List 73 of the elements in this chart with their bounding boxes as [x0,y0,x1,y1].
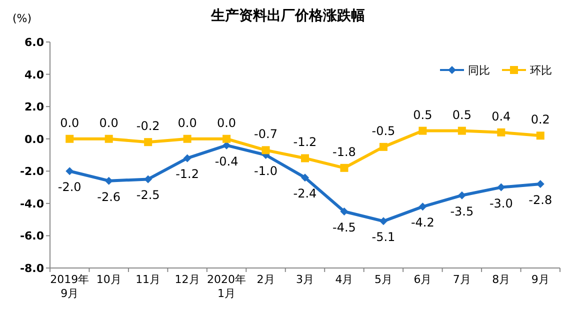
legend-label: 同比 [468,64,490,77]
data-label: -0.7 [254,127,278,142]
x-tick-label: 2019年 9月 [50,273,90,300]
data-label: -0.2 [136,119,160,134]
point [66,167,74,176]
x-tick-label: 2020年 1月 [207,273,246,300]
data-label: -1.2 [176,167,200,182]
y-tick-label: -6.0 [20,230,44,243]
data-label: -1.2 [293,135,317,150]
x-tick-label: 10月 [96,273,122,286]
y-tick-label: 6.0 [24,36,44,49]
data-label: 0.5 [452,108,472,122]
point [536,132,544,140]
data-label: 0.0 [216,116,236,130]
y-tick-label: -4.0 [20,197,44,210]
point [104,176,113,185]
data-label: -4.2 [410,216,434,230]
x-tick-label: 12月 [174,273,200,286]
y-tick-label: 0.0 [24,132,44,146]
data-label: -0.4 [214,154,238,168]
point [144,175,152,184]
data-label: -1.8 [332,144,356,159]
y-tick-label: 4.0 [24,68,44,82]
point [144,138,152,146]
point [340,164,348,172]
x-tick-label: 8月 [492,273,510,286]
data-label: -2.8 [528,193,552,208]
point [379,142,388,151]
x-tick-label: 7月 [452,273,471,286]
point [183,134,192,143]
data-label: 0.0 [60,116,80,130]
data-label: -0.5 [372,124,396,138]
x-tick-label: 9月 [531,273,550,286]
point [340,208,348,216]
point [458,191,466,200]
point [418,202,427,211]
data-label: -2.0 [58,180,82,194]
data-label: 0.4 [492,109,511,124]
x-tick-label: 2月 [256,273,275,286]
y-tick-label: -8.0 [20,262,44,275]
point [262,146,270,154]
point [222,134,231,143]
data-label: 0.0 [99,116,118,130]
point [458,126,466,135]
data-label: -4.5 [332,220,356,234]
x-tick-label: 6月 [414,273,432,286]
data-label: 0.2 [530,112,550,127]
x-tick-label: 3月 [296,273,314,286]
chart-title: 生产资料出厂价格涨跌幅 [210,7,365,24]
data-label: -3.5 [450,204,474,218]
point [497,128,506,136]
point [66,134,74,143]
data-label: -1.0 [254,164,278,178]
x-tick-label: 5月 [374,273,392,286]
x-tick-label: 4月 [335,273,354,286]
data-label: 0.5 [413,108,432,122]
data-label: -5.1 [372,230,396,244]
y-axis-title: (%) [12,12,32,25]
point [379,217,388,226]
data-label: -3.0 [489,196,513,210]
data-label: -2.4 [293,186,317,201]
data-label: -2.6 [97,190,121,204]
legend-label: 环比 [530,64,552,77]
data-label: 0.0 [178,116,197,130]
y-tick-label: -2.0 [20,165,44,178]
point [301,174,309,182]
data-label: -2.5 [136,188,160,202]
point [301,154,309,162]
x-tick-label: 11月 [136,273,161,286]
y-tick-label: 2.0 [24,100,44,114]
point [418,126,427,135]
point [104,134,113,143]
point [183,154,192,162]
